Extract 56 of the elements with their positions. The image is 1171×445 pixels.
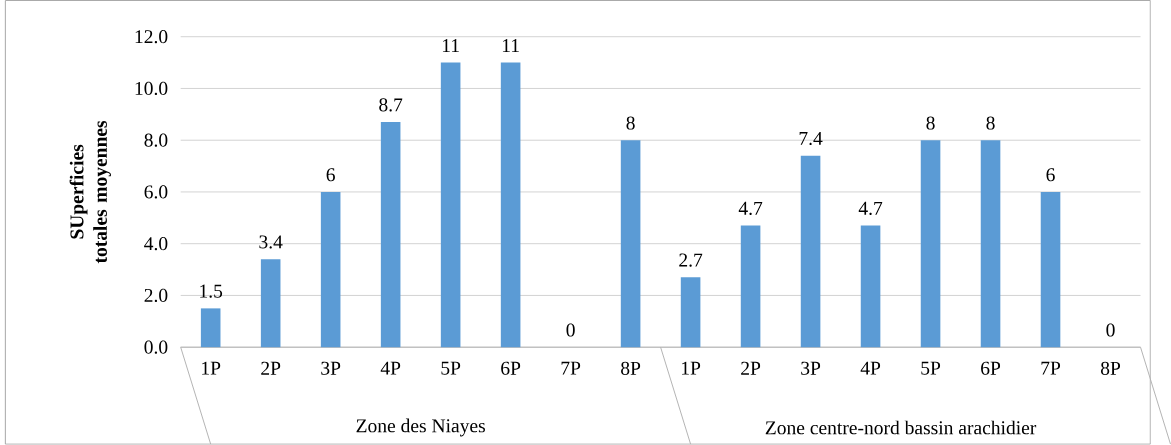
data-label: 6: [1046, 168, 1055, 182]
text: Zone centre-nord bassin arachidier: [765, 420, 1037, 435]
y-tick-label: 4.0: [144, 237, 168, 251]
data-label: 4.7: [738, 202, 763, 216]
data-label: 8: [986, 116, 995, 130]
data-label: 6: [326, 168, 335, 182]
y-tick-label: 0.0: [144, 340, 168, 354]
data-label: 4.7: [858, 202, 883, 216]
x-tick-label: 7P: [1041, 361, 1061, 375]
y-tick-label: 12.0: [135, 30, 168, 44]
data-label: 0: [1106, 323, 1115, 337]
data-label: 0: [566, 323, 575, 337]
bar: [920, 140, 941, 348]
y-tick-label: 2.0: [144, 288, 168, 303]
x-tick-label: 2P: [261, 361, 281, 375]
bar: [800, 155, 821, 348]
data-label: 7.4: [799, 132, 823, 146]
data-label: 11: [502, 39, 519, 53]
bar: [1040, 192, 1061, 348]
x-tick-label: 3P: [321, 361, 341, 375]
y-axis-title: SUperficies totales moyennes: [69, 121, 111, 264]
bar: [260, 259, 281, 348]
y-tick-label: 6.0: [144, 185, 168, 199]
x-tick-label: 7P: [561, 361, 581, 375]
bar: [980, 140, 1001, 348]
data-label: 1.5: [200, 284, 223, 298]
text: Zone des Niayes: [356, 418, 485, 437]
x-tick-label: 6P: [981, 361, 1001, 375]
data-label: 2.7: [679, 253, 703, 267]
bar: [500, 62, 521, 348]
x-tick-label: 3P: [801, 361, 821, 375]
bar: [320, 192, 341, 348]
x-tick-label: 4P: [380, 361, 401, 375]
data-label: 8: [926, 116, 935, 130]
bar: [440, 62, 461, 348]
x-tick-label: 4P: [860, 361, 881, 375]
bar: [740, 225, 761, 348]
data-label: 8: [626, 116, 635, 130]
x-tick-label: 5P: [441, 361, 461, 375]
bar: [620, 140, 641, 348]
y-tick-label: 10.0: [135, 82, 168, 96]
x-tick-label: 1P: [682, 361, 701, 375]
x-tick-label: 5P: [921, 361, 941, 375]
bar: [860, 225, 881, 348]
y-tick-label: 8.0: [144, 133, 168, 147]
x-tick-label: 6P: [501, 361, 521, 375]
x-tick-label: 8P: [1100, 361, 1121, 376]
bar: [380, 122, 401, 348]
x-tick-label: 1P: [202, 361, 221, 375]
bar: [200, 308, 221, 348]
data-label: 3.4: [259, 235, 283, 249]
x-tick-label: 2P: [741, 361, 761, 375]
x-tick-label: 8P: [621, 361, 641, 376]
data-label: 11: [442, 39, 459, 53]
data-label: 8.7: [379, 98, 403, 112]
bar: [680, 277, 701, 348]
